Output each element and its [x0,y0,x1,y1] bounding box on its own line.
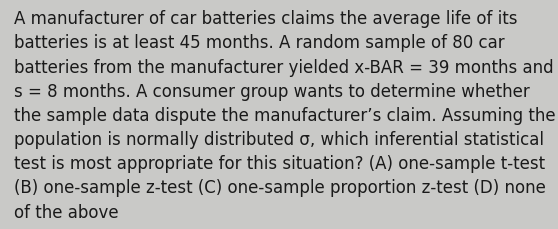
Text: (B) one-sample z-test (C) one-sample proportion z-test (D) none: (B) one-sample z-test (C) one-sample pro… [14,179,546,196]
Text: batteries is at least 45 months. A random sample of 80 car: batteries is at least 45 months. A rando… [14,34,504,52]
Text: test is most appropriate for this situation? (A) one-sample t-test: test is most appropriate for this situat… [14,155,545,172]
Text: population is normally distributed σ, which inferential statistical: population is normally distributed σ, wh… [14,131,544,148]
Text: the sample data dispute the manufacturer’s claim. Assuming the: the sample data dispute the manufacturer… [14,106,556,124]
Text: s = 8 months. A consumer group wants to determine whether: s = 8 months. A consumer group wants to … [14,82,530,100]
Text: batteries from the manufacturer yielded x-BAR = 39 months and: batteries from the manufacturer yielded … [14,58,554,76]
Text: of the above: of the above [14,203,118,221]
Text: A manufacturer of car batteries claims the average life of its: A manufacturer of car batteries claims t… [14,10,517,28]
